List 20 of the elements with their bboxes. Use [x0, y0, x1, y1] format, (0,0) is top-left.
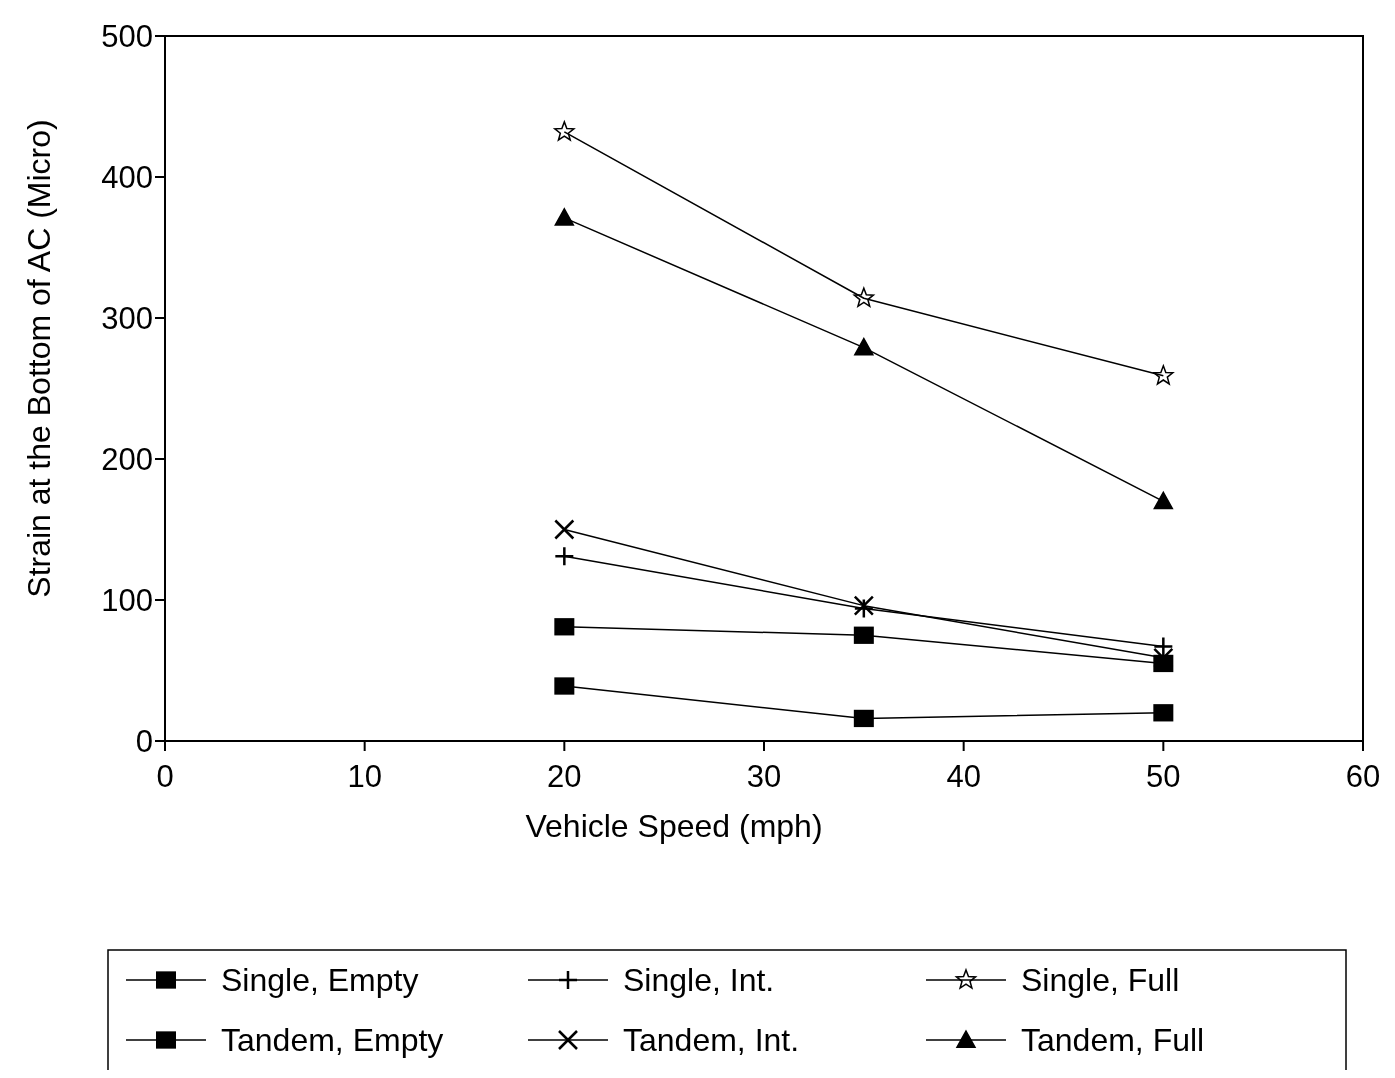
y-tick-label: 200: [101, 442, 153, 477]
y-tick-label: 400: [101, 160, 153, 195]
legend-label: Tandem, Empty: [221, 1022, 444, 1058]
legend-label: Single, Full: [1021, 962, 1180, 998]
x-tick-label: 40: [946, 759, 981, 794]
legend-label: Single, Int.: [623, 962, 775, 998]
y-axis-title: Strain at the Bottom of AC (Micro): [21, 119, 57, 598]
y-tick-label: 100: [101, 583, 153, 618]
x-tick-label: 30: [746, 759, 782, 794]
y-tick-label: 0: [135, 724, 153, 759]
legend-label: Single, Empty: [221, 962, 419, 998]
legend-label: Tandem, Int.: [623, 1022, 800, 1058]
x-tick-label: 20: [547, 759, 582, 794]
x-tick-label: 50: [1146, 759, 1181, 794]
x-tick-label: 10: [347, 759, 382, 794]
legend-label: Tandem, Full: [1021, 1022, 1205, 1058]
x-tick-label: 60: [1345, 759, 1381, 794]
y-tick-label: 300: [101, 301, 153, 336]
x-axis-title: Vehicle Speed (mph): [525, 808, 823, 844]
y-tick-label: 500: [101, 19, 153, 54]
